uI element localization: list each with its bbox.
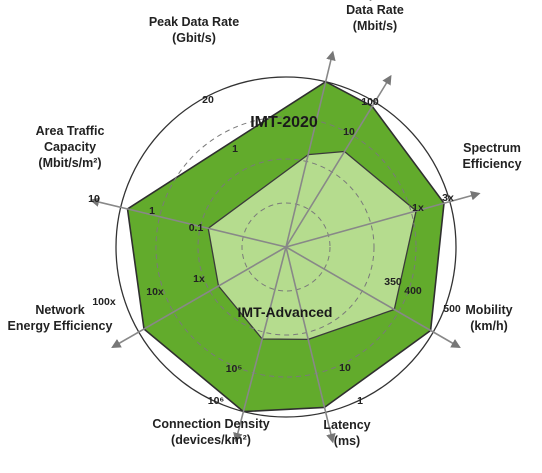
axis-label-spectrum-efficiency-line-2: Efficiency (462, 157, 521, 171)
tick-outer-user-experienced-data-rate: 100 (361, 96, 379, 108)
axis-label-area-traffic-capacity-line-2: Capacity (44, 140, 96, 154)
axis-label-spectrum-efficiency: Spectrum Efficiency (462, 141, 521, 171)
axis-spoke-network-energy-efficiency (111, 246, 287, 348)
tick-outer-network-energy-efficiency: 100x (92, 296, 116, 308)
axis-label-connection-density: Connection Density (devices/km²) (152, 417, 269, 447)
axis-label-area-traffic-capacity-line-1: Area Traffic (36, 124, 105, 138)
tick-middle-area-traffic-capacity: 1 (149, 205, 155, 217)
tick-inner-peak-data-rate: 1 (232, 143, 238, 155)
tick-outer-mobility: 500 (443, 303, 461, 315)
axis-label-peak-data-rate-line-1: Peak Data Rate (149, 15, 239, 29)
axis-label-network-energy-efficiency-line-1: Network (35, 303, 84, 317)
axis-spoke-user-experienced-data-rate (285, 74, 392, 248)
axis-spoke-area-traffic-capacity (89, 197, 287, 248)
axis-label-latency-line-1: Latency (323, 418, 370, 432)
grid-ring-2 (197, 158, 375, 336)
series-title-imt-2020: IMT-2020 (250, 114, 318, 131)
grid-ring-1 (241, 202, 331, 292)
axis-label-network-energy-efficiency: Network Energy Efficiency (8, 303, 113, 333)
axis-spoke-connection-density (233, 246, 287, 443)
axis-label-user-experienced-data-rate: User Experienced Data Rate (Mbit/s) (322, 0, 428, 33)
axis-label-latency-line-2: (ms) (334, 434, 360, 448)
tick-outer-area-traffic-capacity: 10 (88, 193, 100, 205)
axis-label-user-experienced-data-rate-line-2: Data Rate (346, 3, 404, 17)
tick-outer-latency: 1 (357, 395, 363, 407)
tick-outer-spectrum-efficiency: 3x (442, 192, 454, 204)
tick-inner-spectrum-efficiency: 1x (412, 202, 424, 214)
tick-outer-peak-data-rate: 20 (202, 94, 214, 106)
axis-spoke-mobility (285, 246, 461, 348)
axis-label-user-experienced-data-rate-line-1: User Experienced (322, 0, 428, 1)
tick-inner-network-energy-efficiency: 1x (193, 273, 205, 285)
axis-spoke-spectrum-efficiency (285, 191, 481, 248)
axis-label-connection-density-line-1: Connection Density (152, 417, 269, 431)
axis-spoke-peak-data-rate (285, 50, 336, 248)
tick-middle-network-energy-efficiency: 10x (146, 286, 164, 298)
tick-inner-connection-density: 10⁵ (226, 363, 243, 375)
axis-label-area-traffic-capacity: Area Traffic Capacity (Mbit/s/m²) (36, 124, 105, 170)
axis-label-mobility-line-2: (km/h) (470, 319, 508, 333)
series-title-imt-advanced: IMT-Advanced (238, 304, 333, 320)
axis-label-area-traffic-capacity-line-3: (Mbit/s/m²) (38, 156, 101, 170)
tick-inner-area-traffic-capacity: 0.1 (189, 222, 204, 234)
axis-spoke-latency (285, 246, 336, 444)
axis-label-user-experienced-data-rate-line-3: (Mbit/s) (353, 19, 397, 33)
tick-inner-latency: 10 (339, 362, 351, 374)
tick-inner-user-experienced-data-rate: 10 (343, 126, 355, 138)
grid-ring-3 (155, 116, 417, 378)
axis-label-peak-data-rate: Peak Data Rate (Gbit/s) (149, 15, 239, 45)
axis-label-network-energy-efficiency-line-2: Energy Efficiency (8, 319, 113, 333)
outer-ring (115, 76, 457, 418)
tick-outer-connection-density: 10⁶ (208, 395, 225, 407)
axis-label-spectrum-efficiency-line-1: Spectrum (463, 141, 521, 155)
axis-label-connection-density-line-2: (devices/km²) (171, 433, 251, 447)
axis-label-mobility: Mobility (km/h) (465, 303, 512, 333)
tick-middle-mobility: 400 (404, 285, 422, 297)
axis-label-peak-data-rate-line-2: (Gbit/s) (172, 31, 216, 45)
tick-inner-mobility: 350 (384, 276, 402, 288)
axis-label-latency: Latency (ms) (323, 418, 370, 448)
axis-label-mobility-line-1: Mobility (465, 303, 512, 317)
